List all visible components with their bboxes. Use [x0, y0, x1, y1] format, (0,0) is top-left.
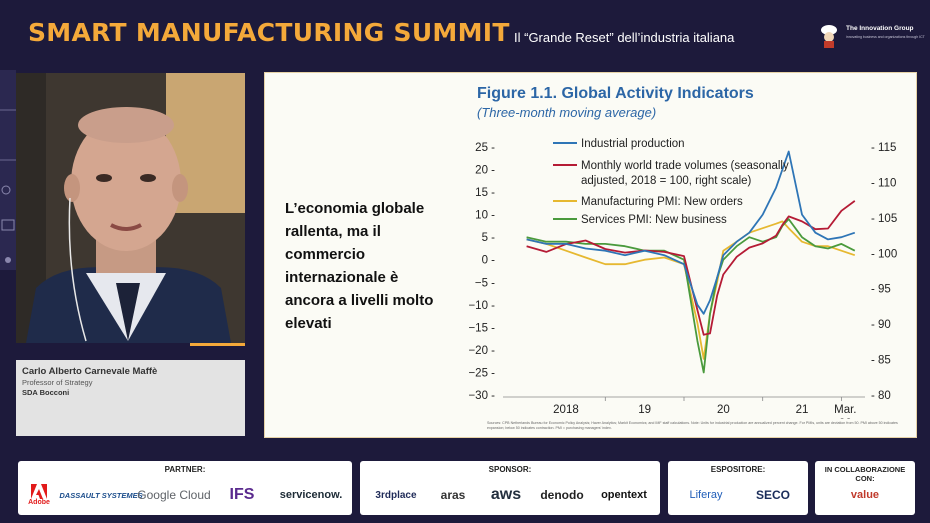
- denodo-logo-text: denodo: [540, 488, 584, 502]
- liferay-logo: Liferay: [674, 481, 738, 509]
- collaboration-label: IN COLLABORAZIONE CON:: [824, 465, 906, 483]
- chart-series: [526, 150, 856, 374]
- y-right-tick-label: - 80: [871, 390, 891, 402]
- y-right-tick-label: - 90: [871, 319, 891, 331]
- dassault-logo-text: DASSAULT SYSTEMES: [59, 490, 143, 500]
- x-tick-label: 19: [638, 404, 651, 416]
- legend-label-trade: Monthly world trade volumes (seasonally: [581, 160, 789, 172]
- ifs-logo: IFS: [216, 481, 268, 509]
- y-left-tick-label: 20 -: [475, 165, 495, 177]
- chart-axes: 25 - 20 - 15 - 10 - 5 - 0 - −5 - −10 - −15 - −20 …: [468, 142, 897, 419]
- denodo-logo: denodo: [534, 481, 590, 509]
- legend-label-manufacturing: Manufacturing PMI: New orders: [581, 196, 743, 208]
- 3rdplace-logo-text: 3rdplace: [375, 489, 417, 501]
- y-left-tick-label: 5 -: [482, 232, 496, 244]
- sponsor-panel: SPONSOR: 3rdplace aras aws denodo opente…: [360, 461, 660, 515]
- y-right-tick-label: - 115: [871, 142, 896, 154]
- adobe-logo: Adobe: [22, 481, 56, 509]
- seco-logo: SECO: [744, 481, 802, 509]
- figure-subtitle: (Three-month moving average): [477, 105, 657, 120]
- decorative-strip: [0, 70, 16, 270]
- speaker-org: SDA Bocconi: [22, 388, 70, 397]
- y-left-tick-label: 15 -: [475, 187, 495, 199]
- aras-logo-text: aras: [440, 488, 466, 502]
- sponsor-label: SPONSOR:: [488, 465, 532, 474]
- aws-logo-text: aws: [490, 486, 522, 503]
- speaker-portrait: [16, 73, 245, 343]
- exhibitor-panel: ESPOSITORE: Liferay SECO: [668, 461, 808, 515]
- speaker-name: Carlo Alberto Carnevale Maffè: [22, 366, 158, 377]
- x-tick-label: 20: [717, 404, 730, 416]
- legend-label-services: Services PMI: New business: [581, 214, 727, 226]
- aws-logo: aws: [480, 481, 532, 509]
- 3rdplace-logo: 3rdplace: [364, 481, 428, 509]
- y-right-tick-label: - 85: [871, 355, 891, 367]
- y-left-tick-label: −25 -: [468, 367, 495, 379]
- y-left-tick-label: 25 -: [475, 142, 495, 154]
- partner-label: PARTNER:: [164, 465, 206, 474]
- innovation-group-logo: The Innovation Group innovating business…: [818, 22, 925, 52]
- org-name: The Innovation Group: [846, 25, 914, 32]
- event-title: SMART MANUFACTURING SUMMIT: [28, 18, 510, 47]
- y-left-tick-label: −10 -: [468, 300, 495, 312]
- presentation-slide: L’economia globale rallenta, ma il comme…: [264, 72, 917, 438]
- slide-statement: L’economia globale rallenta, ma il comme…: [285, 200, 434, 332]
- event-subtitle: Il “Grande Reset” dell’industria italian…: [514, 30, 735, 45]
- chef-mascot-icon: [821, 25, 837, 48]
- y-left-tick-label: −30 -: [468, 390, 495, 402]
- opentext-logo-text: opentext: [601, 489, 647, 501]
- servicenow-logo: servicenow.: [274, 481, 348, 509]
- legend-label-industrial: Industrial production: [581, 138, 685, 150]
- y-left-tick-label: −20 -: [468, 345, 495, 357]
- series-line-trade: [526, 200, 856, 336]
- partner-panel: PARTNER: Adobe DASSAULT SYSTEMES Google …: [18, 461, 352, 515]
- seco-logo-text: SECO: [755, 488, 790, 502]
- event-header: SMART MANUFACTURING SUMMIT Il “Grande Re…: [0, 0, 930, 62]
- y-left-tick-label: 0 -: [482, 255, 496, 267]
- google-cloud-logo-text: Google Cloud: [137, 488, 211, 502]
- y-left-tick-label: −15 -: [468, 322, 495, 334]
- dassault-logo: DASSAULT SYSTEMES: [58, 481, 144, 509]
- opentext-logo: opentext: [592, 481, 656, 509]
- legend-label-trade: adjusted, 2018 = 100, right scale): [581, 175, 752, 187]
- speaker-video: [16, 73, 245, 343]
- y-left-tick-label: −5 -: [475, 277, 495, 289]
- speaker-name-plate: Carlo Alberto Carnevale Maffè Professor …: [16, 360, 245, 436]
- servicenow-logo-text: servicenow.: [279, 489, 343, 501]
- x-tick-label: 21: [796, 404, 809, 416]
- value-logo: value: [835, 481, 895, 509]
- x-tick-label: Mar.: [834, 404, 856, 416]
- chart-legend: Industrial production Monthly world trade…: [553, 138, 789, 226]
- y-left-tick-label: 10 -: [475, 210, 495, 222]
- google-cloud-logo: Google Cloud: [136, 481, 212, 509]
- value-logo-text: value: [850, 489, 880, 501]
- org-tagline: innovating business and organizations th…: [846, 35, 925, 39]
- y-right-tick-label: - 110: [871, 177, 896, 189]
- collaboration-panel: IN COLLABORAZIONE CON: value: [815, 461, 915, 515]
- adobe-icon: [31, 484, 47, 499]
- exhibitor-label: ESPOSITORE:: [710, 465, 766, 474]
- x-tick-label: 2018: [553, 404, 579, 416]
- y-right-tick-label: - 105: [871, 213, 897, 225]
- aras-logo: aras: [428, 481, 478, 509]
- x-tick-label-line2: 22: [839, 418, 852, 419]
- figure-title: Figure 1.1. Global Activity Indicators: [477, 85, 754, 102]
- video-accent-bar: [190, 343, 245, 346]
- liferay-logo-text: Liferay: [689, 489, 723, 501]
- ifs-logo-text: IFS: [229, 486, 255, 503]
- global-activity-chart: 25 - 20 - 15 - 10 - 5 - 0 - −5 - −10 - −15 - −20 …: [468, 138, 897, 419]
- figure-source-note: Sources: CPB Netherlands Bureau for Econ…: [487, 421, 898, 430]
- series-line-industrial: [526, 150, 856, 315]
- adobe-logo-text: Adobe: [28, 499, 50, 506]
- speaker-role: Professor of Strategy: [22, 378, 93, 387]
- y-right-tick-label: - 95: [871, 284, 891, 296]
- y-right-tick-label: - 100: [871, 248, 897, 260]
